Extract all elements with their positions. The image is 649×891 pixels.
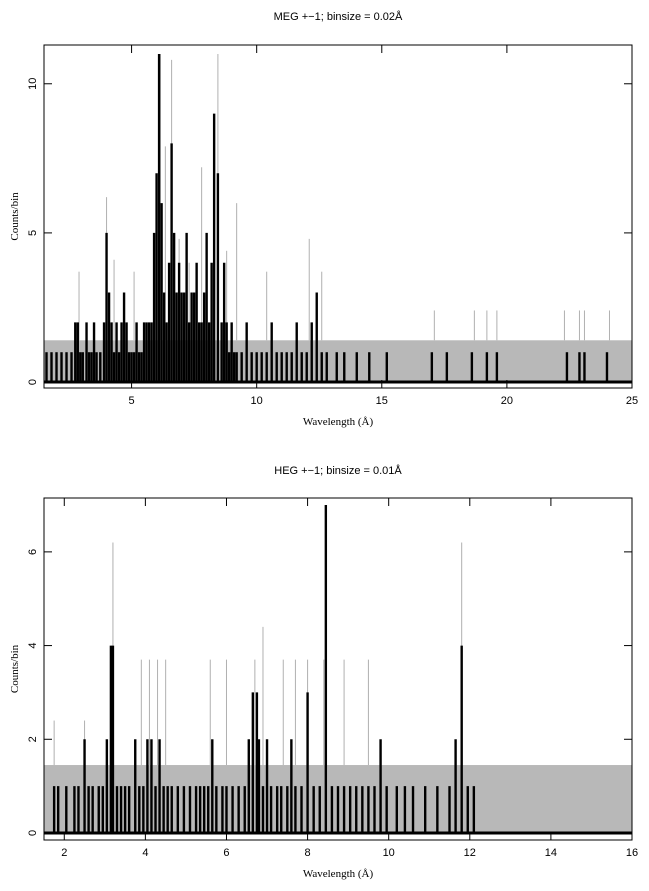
x-tick-label: 2 bbox=[61, 847, 67, 859]
x-tick-label: 5 bbox=[129, 395, 135, 407]
y-tick-label: 0 bbox=[27, 379, 39, 385]
plot-frame bbox=[43, 497, 633, 841]
x-tick-label: 8 bbox=[305, 847, 311, 859]
x-tick-label: 16 bbox=[626, 847, 638, 859]
y-tick-label: 4 bbox=[27, 643, 39, 649]
x-tick-label: 10 bbox=[251, 395, 263, 407]
x-tick-label: 25 bbox=[626, 395, 638, 407]
y-tick-label: 2 bbox=[27, 736, 39, 742]
x-tick-label: 15 bbox=[376, 395, 388, 407]
y-tick-label: 10 bbox=[27, 78, 39, 90]
x-tick-label: 14 bbox=[545, 847, 557, 859]
x-tick-label: 6 bbox=[223, 847, 229, 859]
chart-title: MEG +−1; binsize = 0.02Å bbox=[274, 10, 403, 23]
x-tick-label: 4 bbox=[142, 847, 148, 859]
x-tick-label: 20 bbox=[501, 395, 513, 407]
y-axis-label: Counts/bin bbox=[9, 192, 21, 241]
x-axis-label: Wavelength (Å) bbox=[303, 868, 374, 880]
x-tick-label: 12 bbox=[464, 847, 476, 859]
y-axis-label: Counts/bin bbox=[9, 644, 21, 693]
chart-title: HEG +−1; binsize = 0.01Å bbox=[274, 464, 402, 477]
x-tick-label: 10 bbox=[383, 847, 395, 859]
y-tick-label: 6 bbox=[27, 549, 39, 555]
heg-panel: HEG +−1; binsize = 0.01Å 2 4 6 8 10 12 14 16 0 2 4 6… bbox=[9, 464, 638, 880]
meg-panel: MEG +−1; binsize = 0.02Å 5 10 15 20 25 0 5 10 Wav… bbox=[9, 10, 638, 428]
plot-frame bbox=[43, 44, 633, 389]
y-tick-label: 5 bbox=[27, 230, 39, 236]
x-axis-label: Wavelength (Å) bbox=[303, 416, 374, 428]
y-tick-label: 0 bbox=[27, 830, 39, 836]
